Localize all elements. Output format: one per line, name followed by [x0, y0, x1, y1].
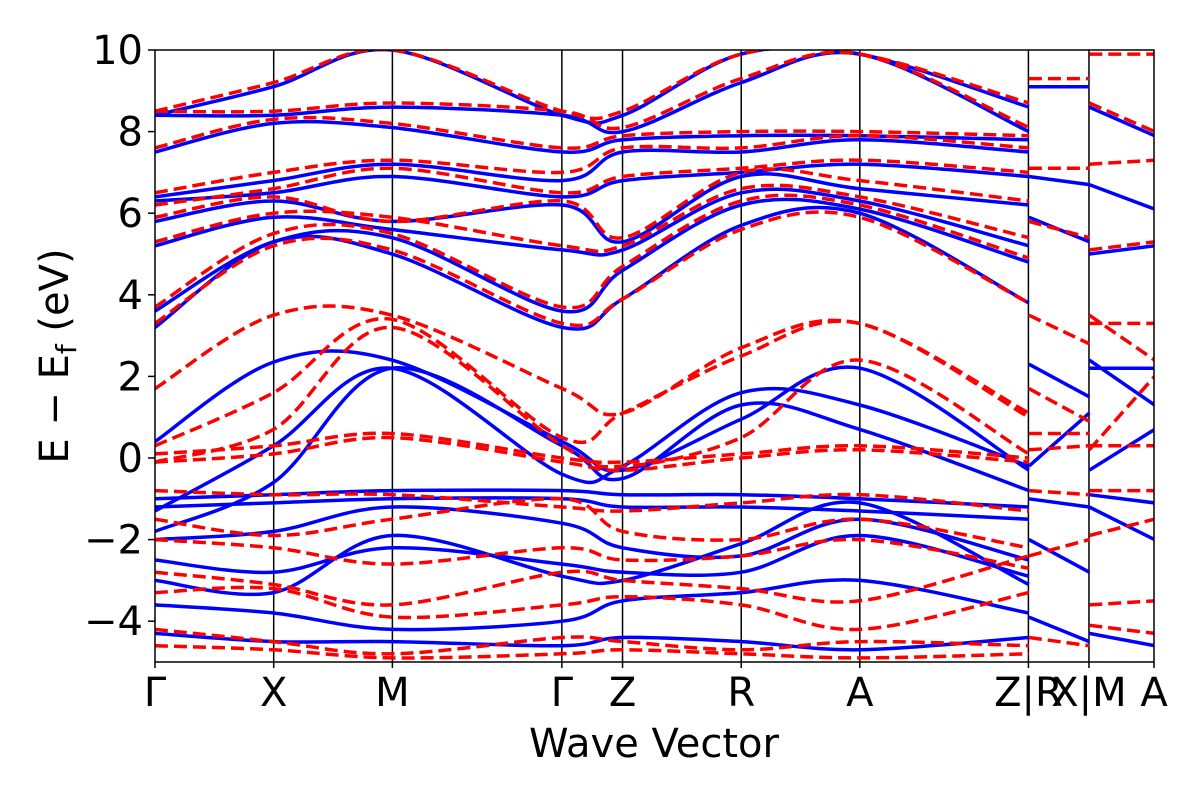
x-tick-label: Γ [144, 670, 167, 716]
y-tick-label: 4 [118, 273, 143, 319]
y-tick-label: 0 [118, 436, 143, 482]
x-tick-label: X|M [1051, 670, 1126, 716]
x-tick-label: A [1140, 670, 1168, 716]
x-axis-title: Wave Vector [529, 721, 780, 767]
y-tick-label: 10 [92, 28, 143, 74]
y-tick-label: −4 [84, 599, 143, 645]
y-axis-title-unit: (eV) [32, 248, 78, 344]
x-tick-label: X [260, 670, 287, 716]
x-tick-label: A [846, 670, 874, 716]
y-tick-label: −2 [84, 518, 143, 564]
y-tick-label: 6 [118, 191, 143, 237]
x-tick-label: R [727, 670, 755, 716]
band-structure-chart: −4−20246810 Γ X M Γ Z R A Z|RX|M A Wave Vector E… [0, 0, 1200, 800]
x-tick-label: M [375, 670, 410, 716]
x-tick-label: Γ [551, 670, 574, 716]
y-tick-label: 2 [118, 354, 143, 400]
y-tick-label: 8 [118, 110, 143, 156]
x-tick-label: Z [609, 670, 636, 716]
y-axis-title-main: E − E [32, 354, 78, 464]
y-axis-title: E − Ef (eV) [32, 248, 83, 463]
